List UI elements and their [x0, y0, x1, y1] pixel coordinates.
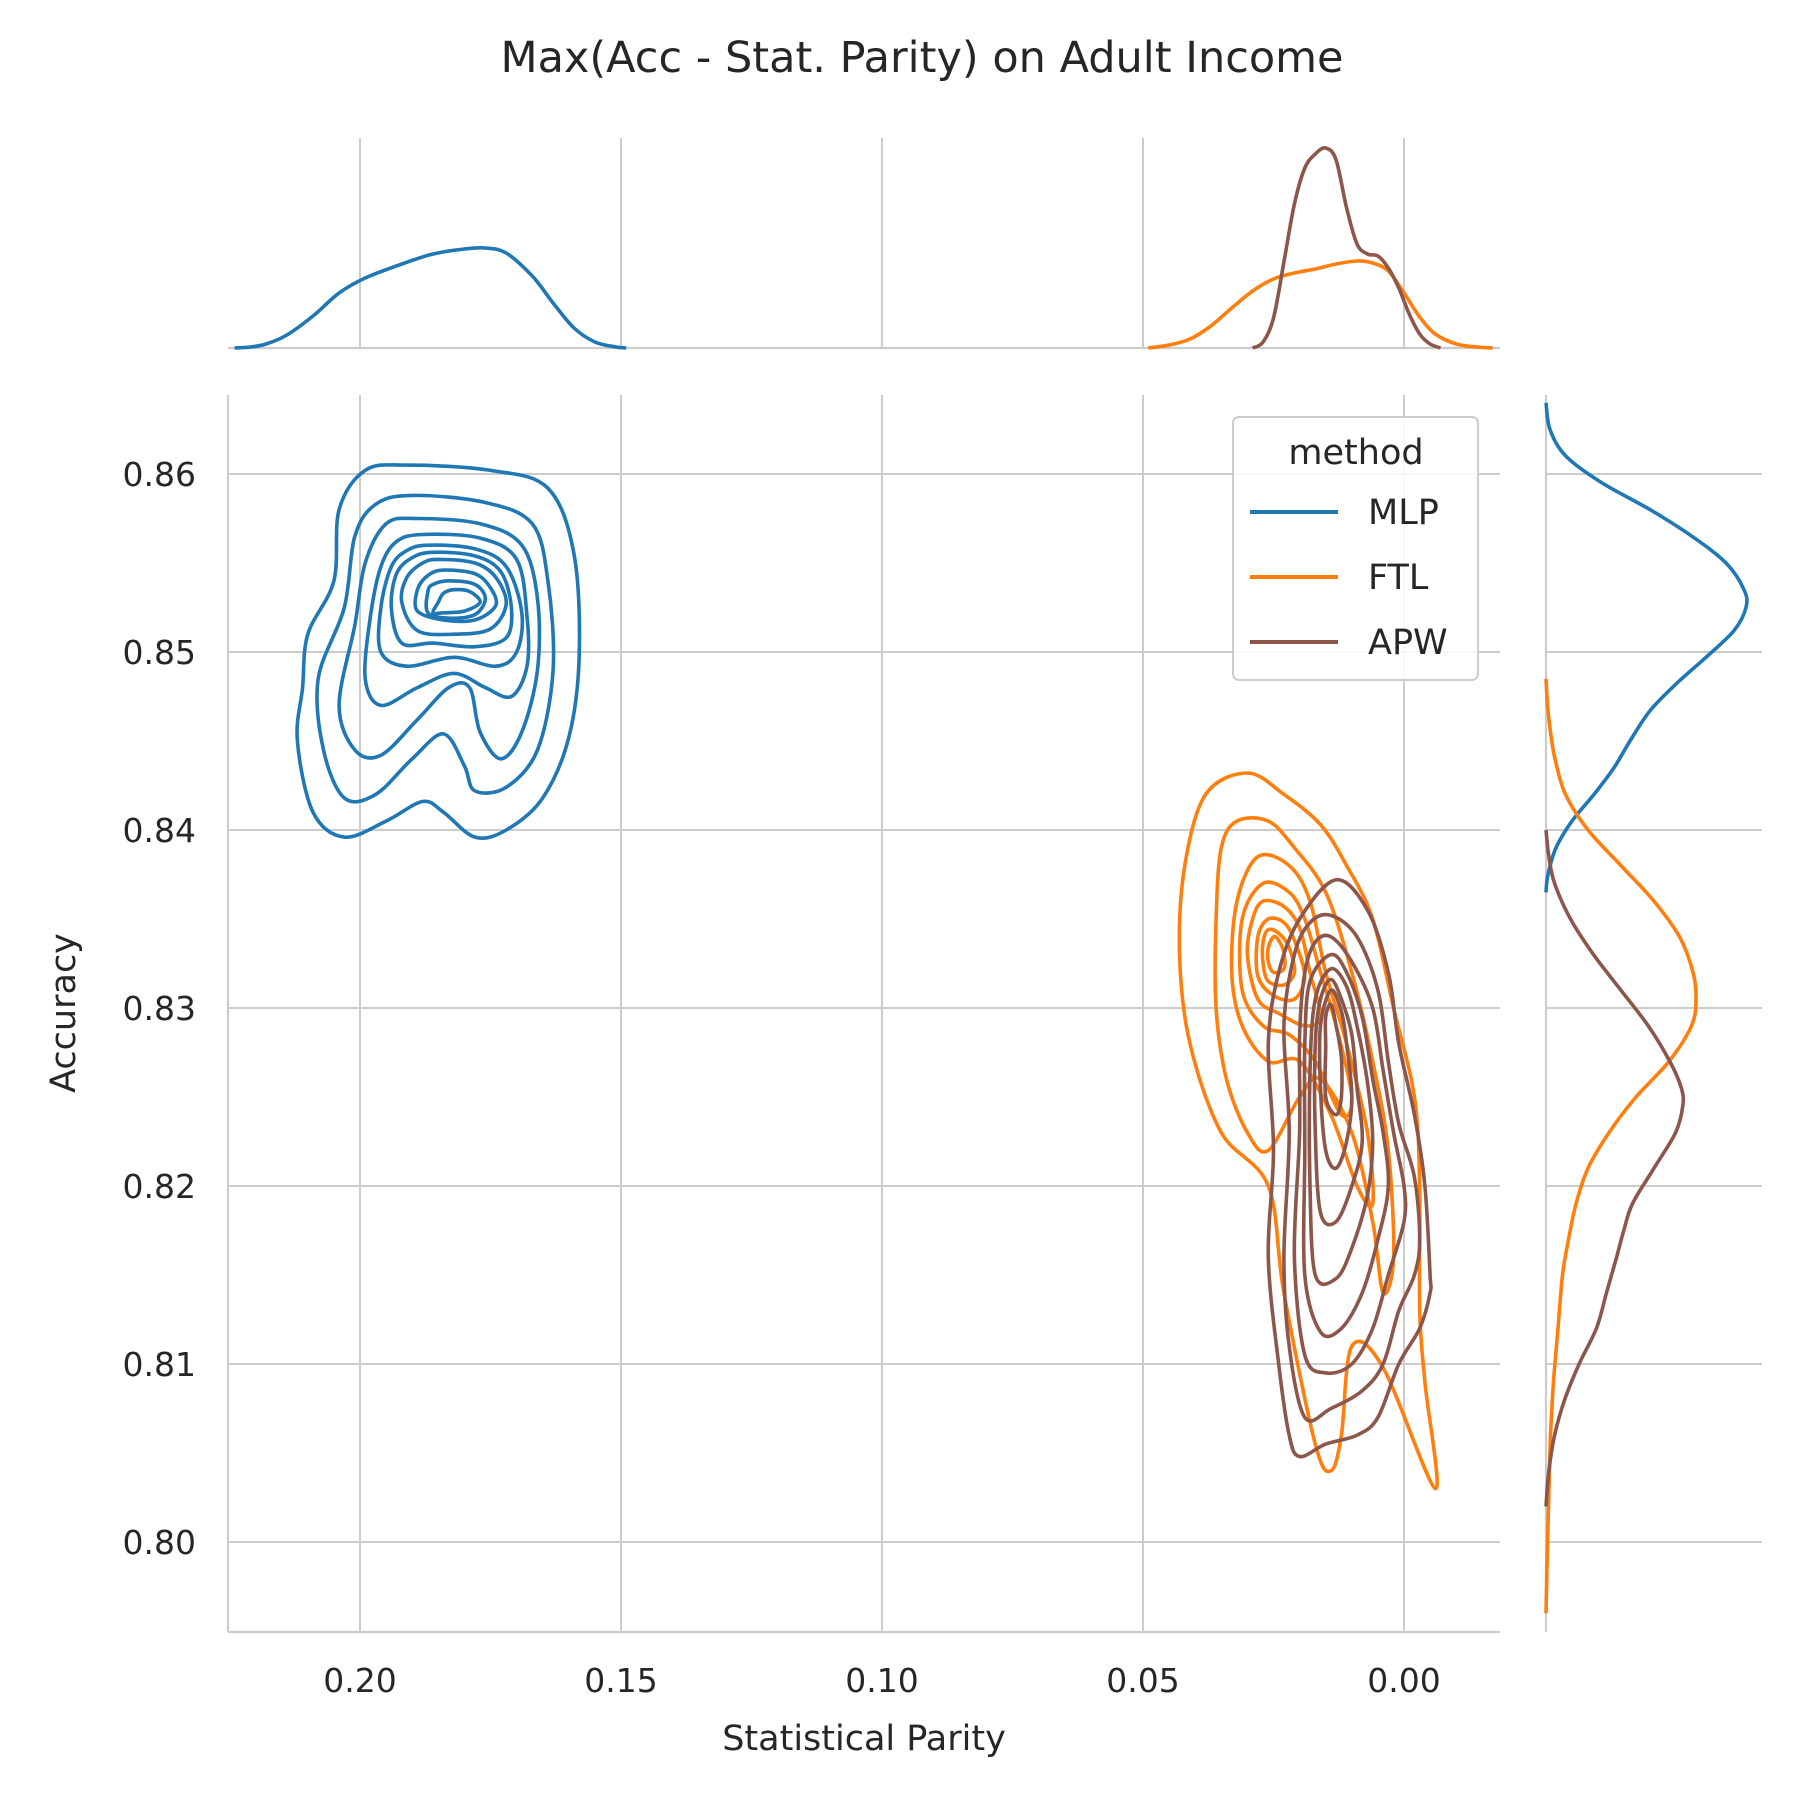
right-marginal-curves [1544, 402, 1749, 1614]
y-tick-label: 0.84 [123, 811, 196, 850]
contour-line-apw [1317, 988, 1354, 1171]
marginal-y-apw [1544, 829, 1686, 1507]
marginal-x-ftl [1147, 259, 1493, 350]
contour-line-ftl [1260, 927, 1297, 988]
main-plot-panel: 0.20 0.15 0.10 0.05 0.00 0.800.810.820.830.8… [44, 395, 1500, 1759]
legend-entries: MLP FTL APW [1250, 493, 1448, 663]
y-axis-label: Accuracy [44, 933, 84, 1093]
contour-layer [295, 463, 1439, 1491]
contour-line-ftl [1237, 880, 1354, 1119]
contour-line-apw [1307, 966, 1375, 1287]
legend-label-ftl: FTL [1368, 558, 1429, 598]
contour-line-apw [1301, 952, 1391, 1339]
top-marginal-grid [359, 138, 1405, 348]
right-marginal-grid [1546, 473, 1762, 1543]
contour-line-apw [1323, 1002, 1344, 1117]
x-tick-labels: 0.20 0.15 0.10 0.05 0.00 [323, 1661, 1440, 1700]
contour-line-mlp [363, 532, 531, 708]
y-tick-label: 0.82 [123, 1167, 196, 1206]
contour-line-mlp [376, 543, 525, 669]
y-tick-label: 0.81 [123, 1345, 196, 1384]
contour-group-apw [1266, 877, 1433, 1459]
marginal-x-apw [1251, 146, 1442, 350]
contour-group-mlp [295, 463, 582, 840]
x-tick-label: 0.15 [584, 1661, 657, 1700]
contour-line-mlp [295, 463, 582, 840]
x-axis-label: Statistical Parity [722, 1719, 1006, 1759]
contour-line-ftl [1177, 771, 1439, 1491]
y-tick-label: 0.85 [123, 633, 196, 672]
x-tick-label: 0.20 [323, 1661, 396, 1700]
contour-line-mlp [337, 516, 542, 761]
legend-label-apw: APW [1368, 623, 1448, 663]
top-marginal-curves [234, 146, 1493, 350]
contour-line-apw [1282, 912, 1422, 1423]
contour-line-mlp [389, 550, 514, 649]
right-marginal-panel [1544, 395, 1762, 1632]
contour-line-apw [1312, 977, 1365, 1227]
contour-line-mlp [315, 493, 556, 804]
y-tick-label: 0.80 [123, 1523, 196, 1562]
x-tick-label: 0.00 [1367, 1661, 1440, 1700]
legend-label-mlp: MLP [1368, 493, 1439, 533]
y-tick-label: 0.83 [123, 989, 196, 1028]
legend: method MLP FTL APW [1232, 416, 1479, 681]
contour-line-ftl [1254, 916, 1307, 1003]
x-tick-label: 0.10 [845, 1661, 918, 1700]
chart-title: Max(Acc - Stat. Parity) on Adult Income [500, 33, 1343, 83]
contour-line-apw [1292, 933, 1408, 1376]
contour-line-mlp [399, 557, 509, 637]
y-tick-label: 0.86 [123, 455, 196, 494]
top-marginal-panel [228, 138, 1500, 350]
marginal-y-ftl [1544, 678, 1698, 1614]
y-tick-labels: 0.80 0.81 0.82 0.83 0.84 0.85 0.86 [123, 455, 196, 1562]
contour-line-mlp [424, 579, 488, 621]
contour-line-ftl [1229, 852, 1376, 1209]
legend-frame [1232, 416, 1479, 681]
contour-line-mlp [413, 568, 499, 624]
legend-title: method [1288, 433, 1423, 473]
contour-line-mlp [431, 587, 482, 616]
x-tick-label: 0.05 [1106, 1661, 1179, 1700]
marginal-y-mlp [1544, 402, 1749, 893]
contour-line-apw [1266, 877, 1433, 1459]
marginal-x-mlp [234, 245, 627, 350]
